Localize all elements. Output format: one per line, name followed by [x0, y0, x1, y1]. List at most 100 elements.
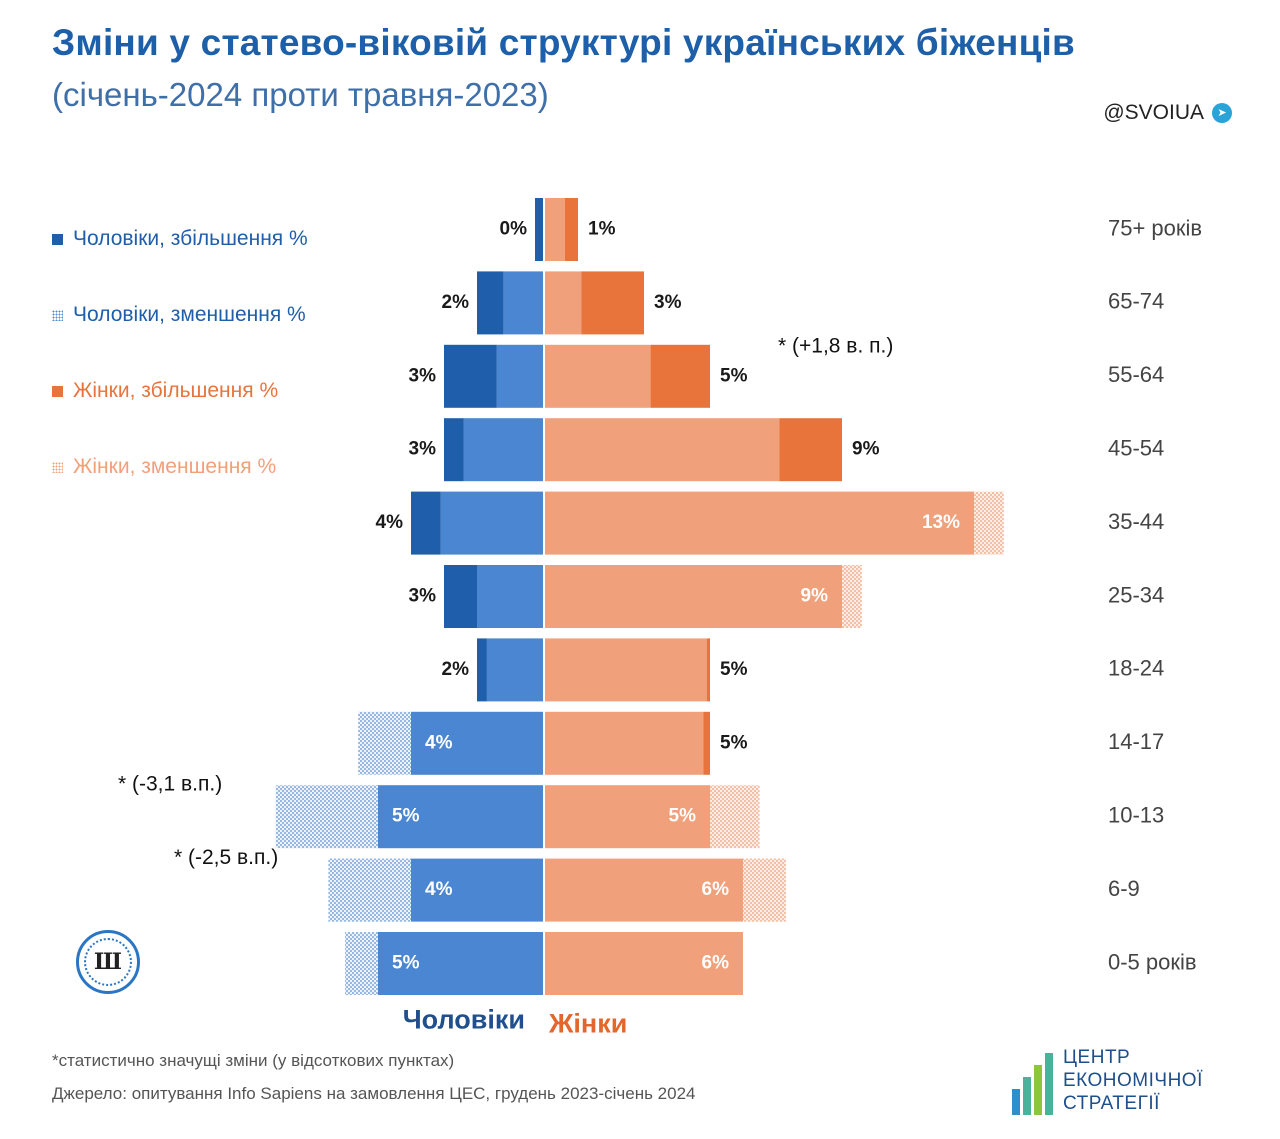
male-value-label: 2% [442, 292, 470, 313]
female-bar-base [545, 711, 704, 775]
source-note: Джерело: опитування Info Sapiens на замо… [52, 1084, 696, 1103]
female-bar-base [545, 491, 974, 555]
ces-logo-line: СТРАТЕГІЇ [1063, 1093, 1160, 1114]
female-value-label: 5% [720, 659, 748, 680]
significance-annotation: * (-2,5 в.п.) [174, 846, 278, 869]
female-bar-base [545, 565, 842, 628]
trident-icon: Ш [84, 938, 132, 986]
female-bar-increase [703, 711, 710, 775]
male-bar-base [463, 418, 543, 482]
male-bar-decrease [328, 858, 411, 922]
male-value-label: 4% [376, 512, 404, 533]
chart-subtitle: (січень-2024 проти травня-2023) [52, 76, 549, 113]
female-bar-decrease [842, 565, 862, 628]
female-bar-base [545, 344, 651, 408]
legend: Чоловіки, збільшення % Чоловіки, зменшен… [52, 220, 308, 524]
male-bar-base [378, 932, 543, 995]
telegram-handle[interactable]: @SVOIUA ➤ [1103, 101, 1232, 125]
female-value-label: 6% [702, 879, 730, 900]
female-bar-base [545, 932, 743, 995]
male-bar-increase [444, 565, 477, 628]
male-bar-base [496, 344, 543, 408]
trident-emblem-logo: Ш [76, 930, 140, 994]
footnote: *статистично значущі зміни (у відсоткови… [52, 1051, 455, 1070]
male-value-label: 2% [442, 659, 470, 680]
legend-item-female-decrease: Жінки, зменшення % [52, 448, 308, 486]
significance-annotation: * (-3,1 в.п.) [118, 773, 222, 796]
female-bar-increase [581, 271, 644, 335]
female-bar-increase [564, 198, 578, 261]
telegram-icon: ➤ [1212, 103, 1232, 123]
female-value-label: 9% [801, 586, 829, 607]
legend-swatch-male-decrease [52, 309, 63, 321]
male-bar-increase [535, 198, 545, 261]
male-bar-increase [477, 271, 504, 335]
age-category-label: 18-24 [1108, 656, 1164, 681]
female-bar-decrease [974, 491, 1004, 555]
male-value-label: 0% [500, 219, 528, 240]
female-bar-decrease [743, 858, 786, 922]
female-bar-increase [779, 418, 842, 482]
male-bar-increase [477, 638, 487, 702]
male-bar-base [440, 491, 543, 555]
age-category-label: 55-64 [1108, 362, 1164, 387]
legend-label: Жінки, збільшення % [73, 379, 279, 402]
female-bar-increase [706, 638, 710, 702]
male-value-label: 3% [409, 586, 437, 607]
legend-swatch-female-increase [52, 385, 63, 397]
male-bar-increase [444, 344, 497, 408]
female-bar-base [545, 858, 743, 922]
age-category-label: 14-17 [1108, 729, 1164, 754]
ces-logo: ЦЕНТР ЕКОНОМІЧНОЇ СТРАТЕГІЇ [1012, 1046, 1203, 1115]
legend-label: Чоловіки, зменшення % [73, 303, 306, 326]
female-axis-label: Жінки [548, 1009, 627, 1039]
legend-label: Жінки, зменшення % [73, 455, 277, 478]
male-bar-decrease [275, 785, 378, 849]
age-category-label: 45-54 [1108, 436, 1164, 461]
female-bar-base [545, 785, 710, 849]
age-category-label: 65-74 [1108, 289, 1164, 314]
female-bar-increase [650, 344, 710, 408]
female-value-label: 13% [922, 512, 960, 533]
chart-title: Зміни у статево-віковій структурі україн… [52, 22, 1075, 63]
ces-logo-bars-icon [1012, 1053, 1053, 1115]
female-value-label: 9% [852, 439, 880, 460]
age-category-label: 10-13 [1108, 803, 1164, 828]
age-category-label: 0-5 років [1108, 949, 1197, 974]
male-value-label: 4% [425, 879, 453, 900]
legend-label: Чоловіки, збільшення % [73, 227, 308, 250]
legend-item-male-decrease: Чоловіки, зменшення % [52, 296, 308, 334]
age-category-label: 25-34 [1108, 582, 1164, 607]
legend-swatch-male-increase [52, 233, 63, 245]
female-bar-base [545, 638, 707, 702]
significance-annotation: * (+1,8 в. п.) [778, 334, 893, 357]
male-bar-base [411, 711, 543, 775]
male-value-label: 5% [392, 953, 420, 974]
female-value-label: 6% [702, 953, 730, 974]
female-bar-base [545, 418, 780, 482]
male-bar-decrease [358, 711, 411, 775]
male-value-label: 3% [409, 365, 437, 386]
male-bar-increase [444, 418, 464, 482]
female-value-label: 5% [669, 806, 697, 827]
male-value-label: 5% [392, 806, 420, 827]
male-bar-base [477, 565, 543, 628]
female-value-label: 3% [654, 292, 682, 313]
legend-item-female-increase: Жінки, збільшення % [52, 372, 308, 410]
male-bar-base [411, 858, 543, 922]
handle-text: @SVOIUA [1103, 101, 1204, 124]
male-bar-increase [411, 491, 441, 555]
female-bar-base [545, 198, 565, 261]
male-bar-base [503, 271, 543, 335]
female-bar-base [545, 271, 582, 335]
legend-item-male-increase: Чоловіки, збільшення % [52, 220, 308, 258]
female-value-label: 5% [720, 732, 748, 753]
legend-swatch-female-decrease [52, 461, 63, 473]
ces-logo-line: ЦЕНТР [1063, 1047, 1131, 1068]
age-category-label: 6-9 [1108, 876, 1140, 901]
ces-logo-line: ЕКОНОМІЧНОЇ [1063, 1070, 1203, 1091]
female-bar-decrease [710, 785, 760, 849]
male-value-label: 3% [409, 439, 437, 460]
male-axis-label: Чоловіки [403, 1005, 525, 1035]
